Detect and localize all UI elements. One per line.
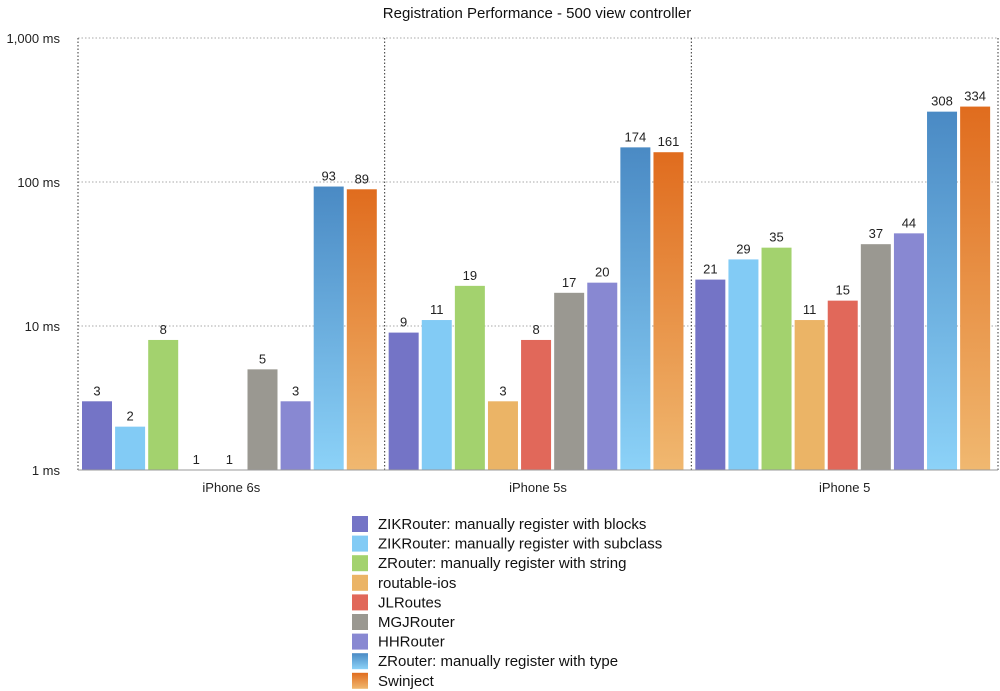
y-tick-label: 1,000 ms	[7, 31, 61, 46]
data-label: 9	[400, 315, 407, 330]
legend-swatch	[352, 594, 368, 611]
bar	[487, 401, 518, 470]
legend-swatch	[352, 653, 368, 670]
bar	[653, 152, 684, 470]
data-label: 8	[532, 322, 539, 337]
legend-label: routable-ios	[378, 575, 456, 592]
legend-label: ZIKRouter: manually register with blocks	[378, 516, 646, 533]
bar	[554, 292, 585, 470]
data-label: 1	[193, 452, 200, 467]
data-label: 8	[160, 322, 167, 337]
legend-swatch	[352, 672, 368, 689]
bar	[728, 259, 759, 470]
axes: 1 ms 10 ms 100 ms 1,000 ms iPhone 6s iPhone 5…	[7, 31, 998, 495]
data-label: 174	[625, 129, 647, 144]
bar	[346, 189, 377, 470]
data-label: 29	[736, 241, 750, 256]
bar	[827, 300, 858, 470]
bar	[587, 282, 618, 470]
y-tick-label: 10 ms	[25, 319, 61, 334]
bar	[454, 285, 485, 470]
data-label: 11	[803, 302, 817, 317]
legend-label: JLRoutes	[378, 594, 441, 611]
legend-label: ZRouter: manually register with type	[378, 653, 618, 670]
legend-label: MGJRouter	[378, 614, 455, 631]
bars	[82, 106, 991, 471]
bar	[115, 426, 146, 470]
bar	[927, 111, 958, 471]
bar	[421, 320, 452, 470]
bar	[313, 186, 344, 470]
data-label: 1	[226, 452, 233, 467]
data-label: 93	[321, 169, 335, 184]
data-label: 3	[499, 383, 506, 398]
legend-label: ZIKRouter: manually register with subcla…	[378, 536, 662, 553]
bar	[521, 339, 552, 470]
data-label: 308	[931, 94, 953, 109]
legend-swatch	[352, 614, 368, 630]
legend: ZIKRouter: manually register with blocks…	[352, 516, 662, 690]
bar	[695, 279, 726, 470]
data-label: 2	[126, 409, 133, 424]
bar	[148, 339, 179, 470]
data-label: 3	[292, 383, 299, 398]
data-label: 3	[93, 383, 100, 398]
data-label: 5	[259, 351, 266, 366]
legend-swatch	[352, 633, 368, 650]
legend-swatch	[352, 555, 368, 572]
bar	[82, 401, 112, 470]
legend-swatch	[352, 516, 368, 532]
bar	[247, 369, 278, 470]
data-label: 15	[835, 283, 849, 298]
data-label: 44	[902, 215, 916, 230]
bar	[620, 147, 651, 470]
data-label: 20	[595, 265, 609, 280]
data-label: 37	[869, 226, 883, 241]
bar	[388, 332, 419, 470]
bar	[761, 247, 792, 470]
data-label: 35	[769, 230, 783, 245]
bar	[794, 320, 825, 470]
bar	[860, 244, 891, 470]
y-tick-label: 100 ms	[17, 175, 60, 190]
legend-swatch	[352, 535, 368, 552]
bar	[280, 401, 311, 470]
data-label: 161	[658, 134, 680, 149]
bar	[960, 106, 991, 470]
legend-swatch	[352, 574, 368, 591]
data-label: 19	[463, 268, 477, 283]
x-tick-label: iPhone 6s	[202, 480, 260, 495]
legend-label: Swinject	[378, 673, 435, 690]
data-label: 11	[430, 302, 444, 317]
y-tick-label: 1 ms	[32, 463, 61, 478]
data-label: 334	[964, 89, 986, 104]
x-tick-label: iPhone 5s	[509, 480, 567, 495]
legend-label: ZRouter: manually register with string	[378, 555, 626, 572]
data-label: 21	[703, 262, 717, 277]
x-tick-label: iPhone 5	[819, 480, 870, 495]
data-label: 89	[355, 171, 369, 186]
bar	[893, 233, 924, 470]
legend-label: HHRouter	[378, 634, 445, 651]
data-label: 17	[562, 275, 576, 290]
chart-title: Registration Performance - 500 view cont…	[383, 5, 691, 22]
